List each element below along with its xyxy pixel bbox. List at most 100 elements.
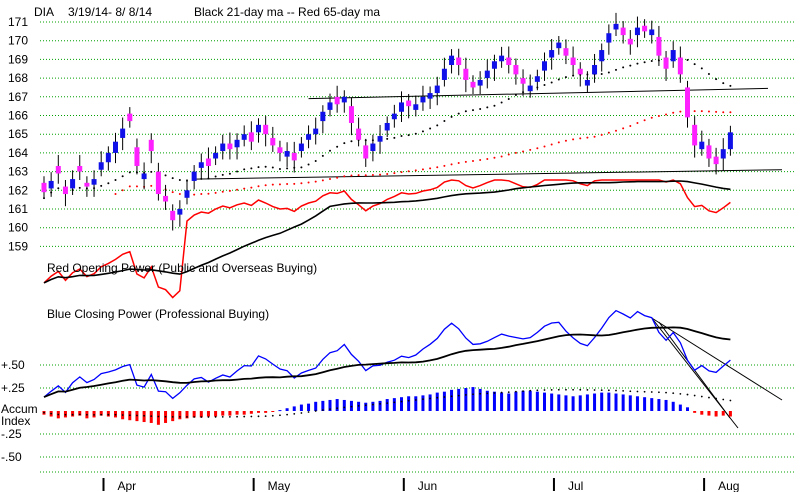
accum-ma-dot	[414, 399, 417, 401]
accum-ma-dot	[50, 412, 53, 415]
month-label: Apr	[118, 479, 137, 492]
ma21-dot	[472, 109, 474, 112]
accum-ma-dot	[200, 416, 203, 418]
candle-body	[477, 79, 483, 86]
ma65-dot	[121, 189, 124, 192]
candle-body	[191, 171, 197, 181]
ma65-dot	[200, 193, 203, 196]
price-tick-label: 164	[8, 146, 28, 160]
accum-ma-dot	[107, 413, 110, 416]
ma65-dot	[228, 189, 231, 192]
accum-bar	[521, 390, 525, 411]
ma65-dot	[493, 156, 496, 159]
accum-ma-dot	[572, 388, 574, 391]
ma21-dot	[114, 178, 117, 181]
candle-body	[520, 78, 526, 84]
ma21-dot	[321, 154, 324, 157]
ma65-dot	[400, 171, 403, 174]
accum-ma-dot	[236, 415, 238, 418]
ma21-dot	[278, 168, 281, 171]
ma65-dot	[536, 147, 539, 150]
candle-body	[348, 106, 354, 123]
ma21-dot	[57, 187, 60, 190]
candle-body	[91, 179, 97, 185]
ma21-dot	[164, 174, 167, 177]
accum-ma-dot	[178, 416, 181, 418]
accum-ma-dot	[372, 403, 374, 406]
accum-ma-dot	[722, 398, 725, 401]
accum-ma-dot	[121, 414, 124, 416]
accum-ma-dot	[600, 389, 603, 392]
ma65-dot	[529, 148, 532, 151]
candle-body	[227, 143, 233, 150]
candle-body	[656, 36, 662, 56]
candle-body	[277, 147, 283, 153]
closing-power-line	[43, 309, 731, 400]
accum-bar	[492, 391, 496, 411]
accum-bar	[385, 399, 389, 411]
accum-ma-dot	[264, 415, 267, 417]
support-trendline	[194, 169, 783, 180]
candle-body	[327, 102, 333, 110]
accum-bar	[664, 399, 668, 411]
ma21-dot	[343, 142, 346, 145]
candle-body	[577, 68, 583, 75]
accum-ma-dot	[164, 415, 167, 418]
accum-ma-dot	[729, 399, 732, 402]
ma65-dot	[271, 183, 274, 186]
accum-bar	[600, 392, 604, 411]
candle-body	[620, 27, 626, 36]
candle-body	[670, 50, 676, 62]
candle-body	[141, 173, 147, 180]
ma65-dot	[379, 173, 382, 176]
candle-body	[413, 104, 419, 110]
candle-body	[55, 165, 61, 174]
accum-bar	[199, 411, 203, 418]
candle-body	[291, 152, 297, 161]
accum-bar	[650, 398, 654, 411]
opening-power-line	[43, 179, 731, 299]
ma65-dot	[672, 111, 675, 114]
ma65-dot	[657, 114, 660, 117]
accum-bar	[292, 406, 296, 411]
candle-body	[127, 113, 133, 122]
accum-ma-dot	[708, 396, 710, 399]
accum-bar	[643, 397, 647, 411]
opening-power-ma	[43, 180, 731, 284]
candle-body	[685, 87, 690, 118]
accum-bar	[507, 393, 511, 411]
price-tick-label: 159	[8, 239, 28, 253]
ma21-dot	[607, 71, 610, 74]
accum-ma-dot	[400, 400, 403, 403]
ma21-dot	[557, 78, 560, 81]
accum-ma-dot	[321, 409, 324, 411]
accum-ma-dot	[379, 402, 381, 405]
accum-ma-dot	[229, 415, 231, 418]
ma65-dot	[243, 187, 246, 190]
ma21-dot	[543, 83, 546, 86]
price-tick-label: 166	[8, 109, 28, 123]
ma65-dot	[443, 164, 446, 167]
accum-ma-dot	[500, 391, 503, 394]
candle-body	[370, 143, 376, 152]
candle-body	[248, 132, 254, 142]
accum-ma-dot	[507, 391, 510, 394]
accum-bar	[106, 411, 110, 417]
candle-body	[356, 128, 362, 140]
ma65-dot	[450, 163, 453, 166]
closing-power-ma	[43, 326, 731, 398]
accum-ma-dot	[607, 389, 610, 392]
candle-body	[113, 141, 118, 153]
ma21-dot	[564, 76, 567, 79]
accum-ma-dot	[715, 397, 717, 400]
accum-label-1: Accum	[1, 402, 38, 416]
candle-body	[198, 162, 204, 168]
price-tick-label: 168	[8, 71, 28, 85]
candle-body	[484, 70, 490, 79]
ma65-dot	[193, 193, 196, 196]
ma65-dot	[479, 159, 482, 162]
ma21-dot	[107, 182, 110, 185]
ma65-dot	[600, 133, 603, 136]
accum-bar	[628, 395, 632, 411]
candle-body	[341, 96, 347, 103]
